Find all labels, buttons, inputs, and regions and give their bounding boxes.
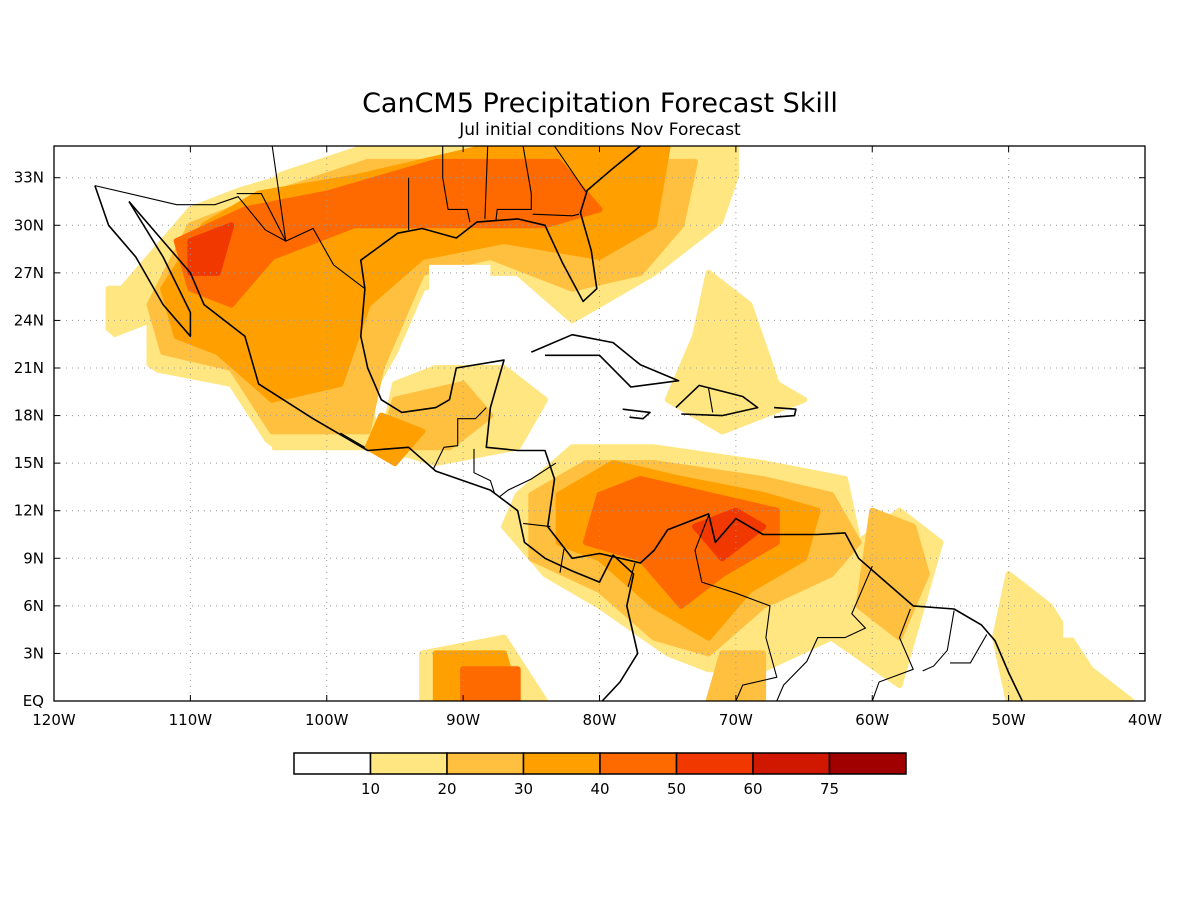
border-12 xyxy=(236,146,287,242)
skill-region-18 xyxy=(187,222,235,276)
border-0 xyxy=(94,185,366,290)
lat-tick-label: 27N xyxy=(14,264,44,282)
border-14 xyxy=(442,146,471,223)
lat-tick-label: 3N xyxy=(23,644,44,662)
border-17 xyxy=(554,146,587,193)
coastline-1 xyxy=(128,200,639,701)
plot-area xyxy=(54,146,1145,701)
lat-tick-label: 6N xyxy=(23,597,44,615)
coastline-6 xyxy=(622,408,651,420)
colorbar-label: 50 xyxy=(667,780,686,798)
skill-shading xyxy=(105,146,1135,701)
colorbar-swatch xyxy=(675,752,754,775)
colorbar-label: 30 xyxy=(514,780,533,798)
colorbar-swatch xyxy=(599,752,678,775)
lon-tick-label: 80W xyxy=(583,711,617,729)
latitude-axis: EQ 3N 6N 9N 12N 15N 18N 21N 24N 27N 30N 33N xyxy=(14,169,1145,710)
border-2 xyxy=(473,448,496,494)
border-7 xyxy=(694,515,778,701)
colorbar-swatch xyxy=(752,752,831,775)
lat-tick-label: 12N xyxy=(14,502,44,520)
coastline-7 xyxy=(774,406,797,418)
colorbar-label: 20 xyxy=(437,780,456,798)
colorbar-label: 75 xyxy=(820,780,839,798)
border-3 xyxy=(499,462,557,497)
coastline-2 xyxy=(359,288,1024,701)
border-1 xyxy=(432,407,487,470)
border-9 xyxy=(871,608,914,701)
coastline-4 xyxy=(530,333,680,388)
lon-tick-label: 90W xyxy=(446,711,480,729)
border-18 xyxy=(532,213,580,217)
colorbar-swatch xyxy=(828,752,907,775)
lat-tick-label: 24N xyxy=(14,311,44,329)
map-subtitle: Jul initial conditions Nov Forecast xyxy=(458,120,741,140)
skill-region-2 xyxy=(664,269,808,435)
colorbar-label: 60 xyxy=(743,780,762,798)
skill-region-19 xyxy=(692,507,767,562)
coastlines xyxy=(94,146,1024,701)
border-4 xyxy=(523,522,551,528)
coastline-5 xyxy=(675,384,759,417)
border-10 xyxy=(922,610,955,672)
coastline-3 xyxy=(359,146,641,303)
lon-tick-label: 50W xyxy=(992,711,1026,729)
lat-tick-label: 9N xyxy=(23,549,44,567)
lat-tick-label: 18N xyxy=(14,407,44,425)
skill-region-12 xyxy=(364,412,426,467)
border-6 xyxy=(627,562,636,587)
political-borders xyxy=(94,146,988,701)
border-5 xyxy=(559,548,565,573)
lon-tick-label: 40W xyxy=(1128,711,1162,729)
mask-region-2 xyxy=(722,146,1145,273)
border-11 xyxy=(950,634,988,664)
border-8 xyxy=(776,565,873,701)
lon-tick-label: 60W xyxy=(855,711,889,729)
colorbar-swatch xyxy=(522,752,601,775)
lat-tick-label: 30N xyxy=(14,216,44,234)
lat-tick-label: 33N xyxy=(14,169,44,187)
map-title: CanCM5 Precipitation Forecast Skill xyxy=(362,88,838,119)
longitude-axis: 120W 110W 100W 90W 80W 70W 60W 50W 40W xyxy=(32,146,1162,729)
lon-tick-label: 110W xyxy=(169,711,213,729)
lon-tick-label: 70W xyxy=(719,711,753,729)
border-20 xyxy=(708,388,714,413)
border-15 xyxy=(484,146,489,219)
colorbar-swatch xyxy=(293,752,372,775)
lat-lon-grid xyxy=(54,146,1145,701)
border-19 xyxy=(340,432,366,448)
skill-region-17 xyxy=(460,666,521,701)
lat-tick-label: 15N xyxy=(14,454,44,472)
mask-region-3 xyxy=(1063,272,1145,638)
lat-tick-label: EQ xyxy=(23,692,44,710)
mask-region-1 xyxy=(429,264,491,305)
colorbar-legend: 10 20 30 40 50 60 75 xyxy=(293,752,907,798)
lon-tick-label: 120W xyxy=(32,711,76,729)
border-16 xyxy=(495,146,532,221)
colorbar-swatch xyxy=(446,752,525,775)
colorbar-label: 10 xyxy=(361,780,380,798)
skill-region-10 xyxy=(705,650,767,701)
lon-tick-label: 100W xyxy=(305,711,349,729)
colorbar-label: 40 xyxy=(590,780,609,798)
lat-tick-label: 21N xyxy=(14,359,44,377)
coastline-0 xyxy=(94,185,192,338)
colorbar-swatch xyxy=(369,752,448,775)
